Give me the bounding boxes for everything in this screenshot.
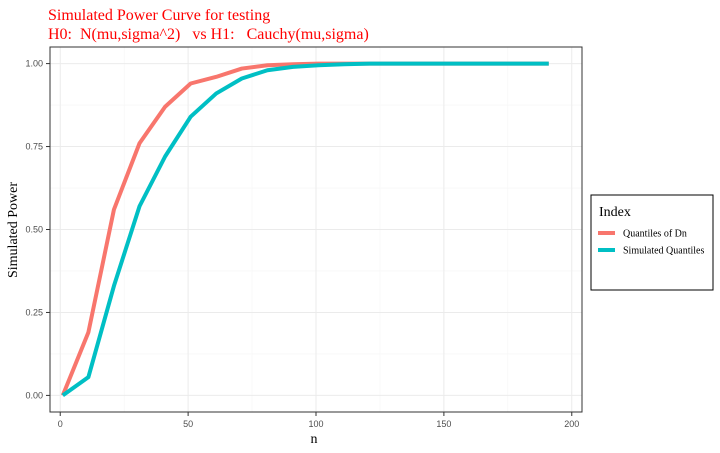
- legend-title: Index: [599, 205, 631, 220]
- x-axis-title: n: [311, 432, 318, 447]
- legend-items: Quantiles of Dn Simulated Quantiles: [598, 229, 704, 257]
- y-tick-label: 0.00: [25, 390, 43, 400]
- y-tick-label: 0.75: [25, 142, 43, 152]
- legend-label-1: Simulated Quantiles: [623, 246, 704, 257]
- chart-subtitle: H0: N(mu,sigma^2) vs H1: Cauchy(mu,sigma…: [48, 26, 369, 43]
- x-axis-ticks: 0 50 100 150 200: [58, 412, 579, 429]
- y-axis-ticks: 0.00 0.25 0.50 0.75 1.00: [25, 59, 50, 400]
- grid-major: [50, 47, 582, 412]
- legend-box: [590, 194, 714, 291]
- y-axis-title: Simulated Power: [6, 182, 21, 278]
- legend-label-0: Quantiles of Dn: [623, 229, 687, 240]
- x-tick-label: 150: [436, 419, 451, 429]
- y-tick-label: 0.50: [25, 225, 43, 235]
- y-tick-label: 1.00: [25, 59, 43, 69]
- x-tick-label: 50: [183, 419, 193, 429]
- chart-title: Simulated Power Curve for testing: [48, 7, 270, 24]
- x-tick-label: 100: [308, 419, 323, 429]
- series-layer: [60, 61, 549, 398]
- series-line-1: [61, 61, 549, 398]
- x-tick-label: 200: [564, 419, 579, 429]
- legend: Index Quantiles of Dn Simulated Quantiles: [590, 194, 714, 291]
- y-tick-label: 0.25: [25, 307, 43, 317]
- x-tick-label: 0: [58, 419, 63, 429]
